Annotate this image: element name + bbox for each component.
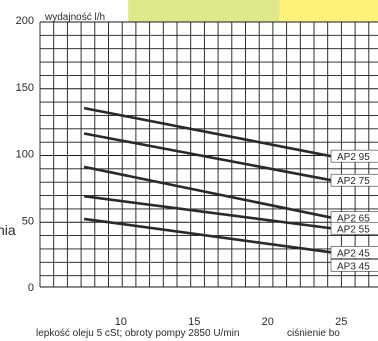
series-label: AP2 45: [337, 248, 370, 259]
y-tick-label: 200: [16, 15, 34, 27]
x-tick-label: 10: [115, 316, 127, 328]
series-lines: [83, 106, 332, 254]
series-line-4: [83, 217, 332, 254]
tick-labels: 0 50 100 150 200 10 15 20 25: [16, 15, 348, 328]
y-axis-label: wydajność l/h: [44, 12, 105, 23]
series-label-box: [330, 173, 378, 187]
y-tick-label: 150: [16, 82, 34, 94]
series-label: AP2 95: [337, 152, 370, 163]
band-1: [279, 0, 378, 22]
series-label-box: [330, 149, 378, 163]
x-tick-label: 20: [262, 316, 274, 328]
x-axis-label: lepkość oleju 5 cSt; obroty pompy 2850 U…: [36, 328, 239, 339]
x-tick-label: 25: [335, 316, 347, 328]
series-label: AP2 75: [337, 176, 370, 187]
y-tick-label: 0: [28, 282, 34, 294]
series-label: AP2 55: [337, 224, 370, 235]
series-line-0: [83, 106, 332, 158]
extra-label: AP3 45: [337, 261, 370, 272]
right-side-text: ciśnienie bo: [287, 328, 340, 339]
series-label-box: [330, 245, 378, 259]
grid: [39, 21, 378, 288]
y-tick-label: 100: [16, 149, 34, 161]
x-tick-label: 15: [188, 316, 200, 328]
series-label-box: [330, 221, 378, 235]
y-tick-label: 50: [22, 215, 34, 227]
series-line-1: [83, 132, 332, 182]
left-side-text: nia: [0, 222, 16, 238]
series-label: AP2 65: [337, 214, 370, 225]
series-line-3: [83, 194, 332, 230]
series-line-2: [83, 165, 332, 219]
extra-label-box: [330, 258, 378, 272]
band-0: [128, 0, 280, 22]
